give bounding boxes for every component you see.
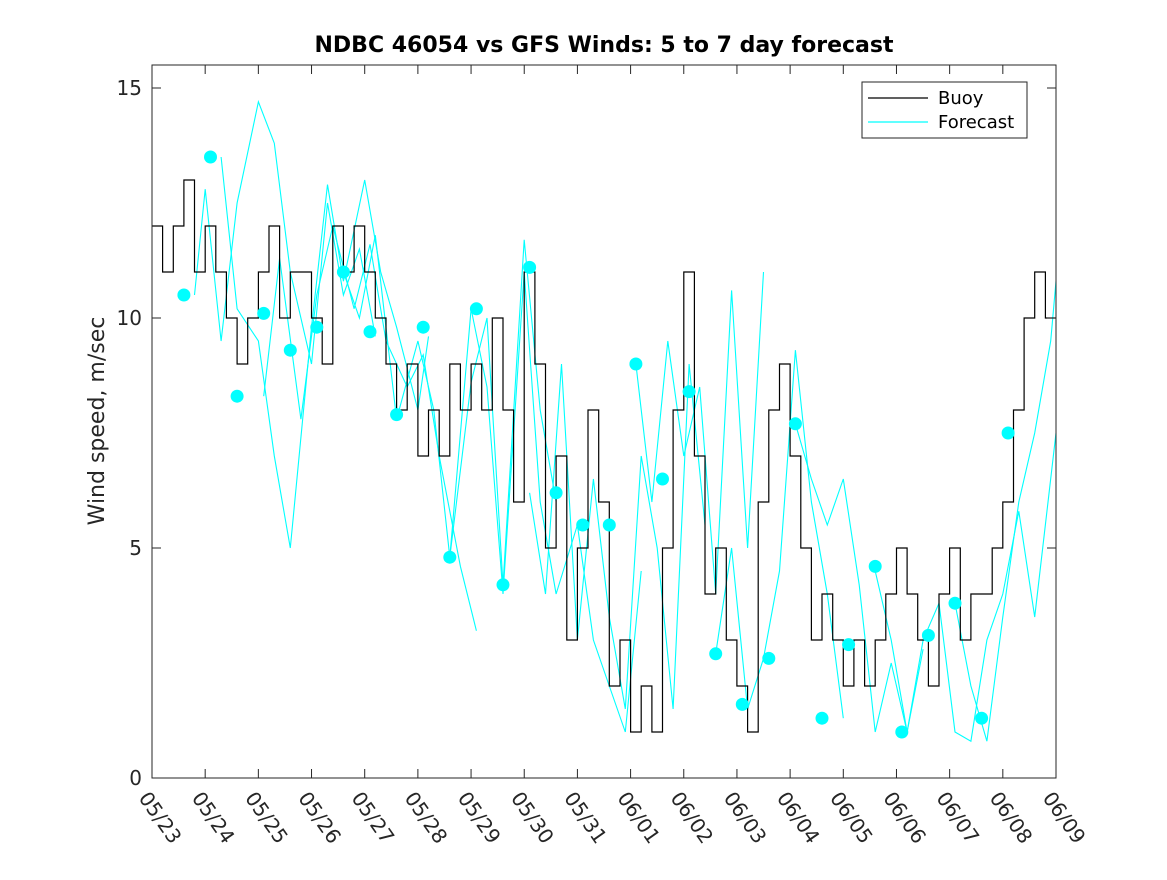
y-tick-label: 5 bbox=[129, 536, 142, 560]
forecast-marker bbox=[336, 265, 350, 279]
forecast-marker bbox=[788, 417, 802, 431]
y-axis-label: Wind speed, m/sec bbox=[85, 317, 110, 526]
forecast-marker bbox=[177, 288, 191, 302]
forecast-marker bbox=[230, 389, 244, 403]
buoy-series bbox=[152, 179, 1056, 733]
buoy-line bbox=[152, 179, 1056, 733]
forecast-line-6 bbox=[529, 363, 706, 710]
forecast-marker bbox=[257, 306, 271, 320]
y-tick-label: 10 bbox=[117, 306, 142, 330]
forecast-line-11 bbox=[954, 281, 1057, 742]
forecast-marker bbox=[390, 408, 404, 422]
forecast-marker bbox=[576, 518, 590, 532]
forecast-marker bbox=[443, 550, 457, 564]
chart-title: NDBC 46054 vs GFS Winds: 5 to 7 day fore… bbox=[315, 33, 894, 58]
forecast-marker bbox=[842, 638, 856, 652]
forecast-marker bbox=[549, 486, 563, 500]
forecast-marker bbox=[868, 559, 882, 573]
forecast-marker bbox=[682, 385, 696, 399]
legend-forecast-label: Forecast bbox=[938, 112, 1014, 133]
forecast-line-10 bbox=[874, 432, 1057, 743]
forecast-line-2 bbox=[220, 156, 430, 549]
plot-frame bbox=[151, 64, 1057, 779]
y-tick-label: 15 bbox=[117, 76, 142, 100]
forecast-marker bbox=[895, 725, 909, 739]
forecast-marker bbox=[283, 343, 297, 357]
forecast-line-1 bbox=[193, 99, 376, 365]
y-tick-label: 0 bbox=[129, 766, 142, 790]
forecast-marker bbox=[629, 357, 643, 371]
forecast-marker bbox=[523, 260, 537, 274]
forecast-marker bbox=[948, 596, 962, 610]
legend: Buoy Forecast bbox=[861, 81, 1028, 139]
forecast-marker bbox=[709, 647, 723, 661]
forecast-line-8 bbox=[715, 350, 844, 719]
forecast-marker bbox=[469, 302, 483, 316]
forecast-lines bbox=[193, 99, 1057, 743]
forecast-markers bbox=[177, 150, 1015, 739]
forecast-marker bbox=[762, 651, 776, 665]
forecast-line-9 bbox=[794, 423, 924, 733]
forecast-marker bbox=[204, 150, 217, 164]
forecast-marker bbox=[921, 628, 935, 642]
forecast-marker bbox=[310, 320, 324, 334]
forecast-marker bbox=[602, 518, 616, 532]
forecast-marker bbox=[1001, 426, 1015, 440]
forecast-line-7 bbox=[635, 271, 765, 595]
forecast-marker bbox=[815, 711, 829, 725]
forecast-marker bbox=[656, 472, 669, 486]
y-axis: 0 5 10 15 bbox=[117, 76, 1056, 790]
legend-box bbox=[861, 81, 1028, 139]
legend-buoy-label: Buoy bbox=[938, 88, 984, 109]
forecast-marker bbox=[496, 578, 510, 592]
forecast-marker bbox=[975, 711, 989, 725]
forecast-marker bbox=[363, 325, 377, 339]
forecast-marker bbox=[735, 697, 749, 711]
forecast-marker bbox=[416, 320, 430, 334]
